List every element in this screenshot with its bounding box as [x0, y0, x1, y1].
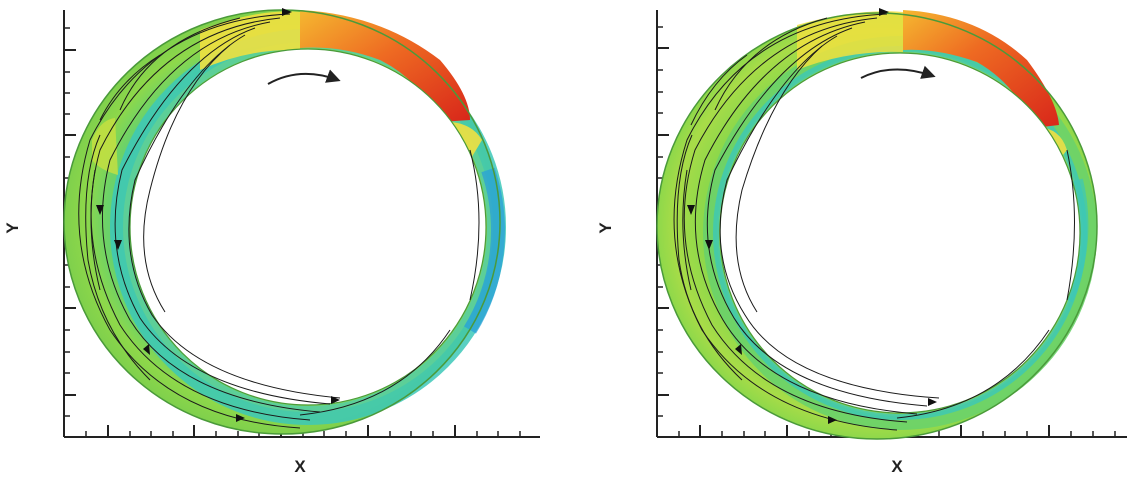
left-rotation-arrow: [267, 69, 341, 85]
left-plot-panel: X Y: [3, 8, 540, 476]
right-rotation-arrow: [860, 65, 936, 79]
right-streamlines: [673, 13, 1075, 431]
left-stream-arrows: [96, 8, 340, 422]
left-streamlines: [78, 13, 480, 429]
right-y-axis-title: Y: [596, 222, 615, 234]
right-plot-svg: X Y: [596, 8, 1127, 476]
right-plot-panel: X Y: [567, 0, 1134, 479]
left-plot-svg: X Y: [3, 8, 540, 476]
left-y-axis-title: Y: [3, 222, 22, 234]
right-stream-arrows: [687, 8, 937, 424]
right-x-axis-title: X: [891, 457, 903, 476]
left-x-axis-title: X: [294, 457, 306, 476]
